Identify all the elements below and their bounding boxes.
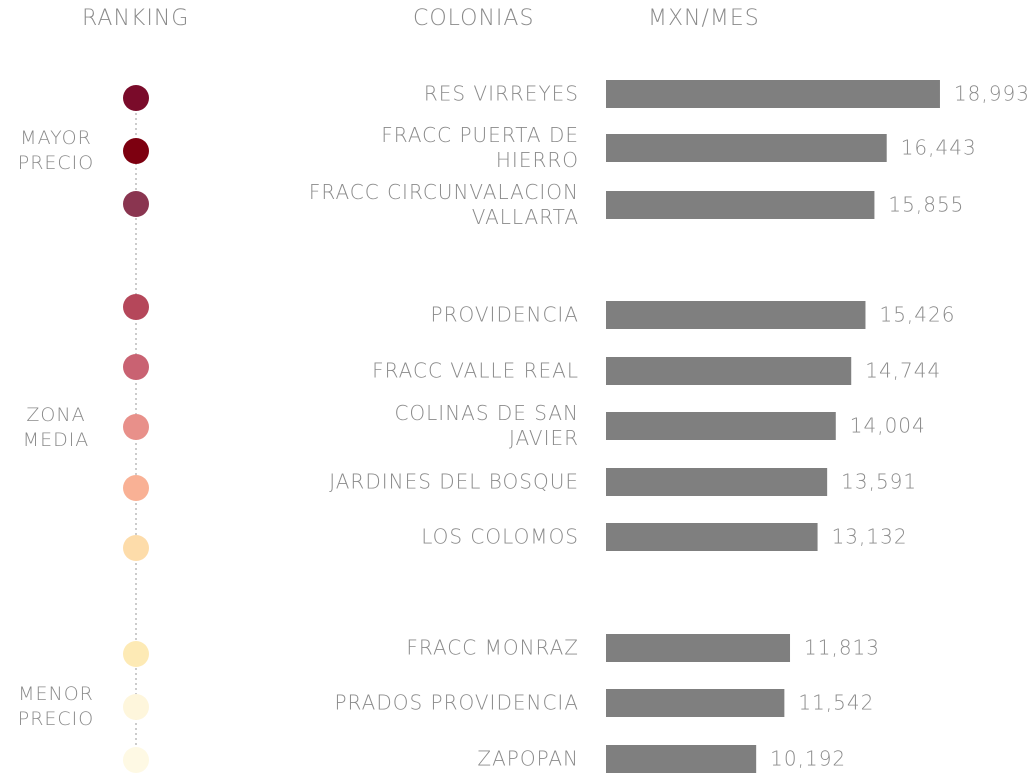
category-label: FRACC MONRAZ <box>406 635 579 660</box>
rank-dot <box>123 191 149 217</box>
category-label: ZAPOPAN <box>477 746 579 771</box>
rank-dot <box>123 138 149 164</box>
value-label: 13,591 <box>841 469 918 494</box>
bar <box>606 523 818 551</box>
category-label: RES VIRREYES <box>423 81 579 106</box>
value-label: 13,132 <box>831 524 908 549</box>
bar <box>606 357 852 385</box>
bar <box>606 301 866 329</box>
category-label: FRACC CIRCUNVALACION VALLARTA <box>308 180 579 229</box>
category-label: JARDINES DEL BOSQUE <box>329 469 579 494</box>
category-label: LOS COLOMOS <box>421 524 579 549</box>
value-label: 16,443 <box>900 135 977 160</box>
category-label: PRADOS PROVIDENCIA <box>334 690 579 715</box>
value-label: 15,426 <box>879 302 956 327</box>
bar <box>606 689 785 717</box>
rank-dot <box>123 694 149 720</box>
column-header: MXN/MES <box>648 6 760 31</box>
bar <box>606 634 791 662</box>
bar <box>606 80 940 108</box>
rank-dot <box>123 641 149 667</box>
value-label: 15,855 <box>888 192 965 217</box>
group-label: ZONA MEDIA <box>22 403 90 451</box>
rank-dot <box>123 85 149 111</box>
category-label: PROVIDENCIA <box>430 302 579 327</box>
bar <box>606 191 875 219</box>
category-label: FRACC VALLE REAL <box>372 358 579 383</box>
bar <box>606 468 828 496</box>
group-label: MAYOR PRECIO <box>17 127 95 174</box>
rank-dot <box>123 535 149 561</box>
value-label: 18,993 <box>953 81 1029 106</box>
bar <box>606 134 887 162</box>
rank-dot <box>123 294 149 320</box>
rank-dot <box>123 475 149 501</box>
value-label: 10,192 <box>770 746 847 771</box>
column-header: RANKING <box>82 6 190 31</box>
value-label: 14,004 <box>849 413 926 438</box>
rank-dot <box>123 354 149 380</box>
group-label: MENOR PRECIO <box>17 683 95 730</box>
rank-dot <box>123 414 149 440</box>
category-label: COLINAS DE SAN JAVIER <box>394 401 579 450</box>
rank-dot <box>123 747 149 773</box>
value-label: 11,813 <box>804 635 880 660</box>
bar <box>606 412 836 440</box>
category-label: FRACC PUERTA DE HIERRO <box>381 123 579 172</box>
value-label: 11,542 <box>798 690 875 715</box>
bar <box>606 745 757 773</box>
column-header: COLONIAS <box>413 6 535 31</box>
value-label: 14,744 <box>865 358 942 383</box>
